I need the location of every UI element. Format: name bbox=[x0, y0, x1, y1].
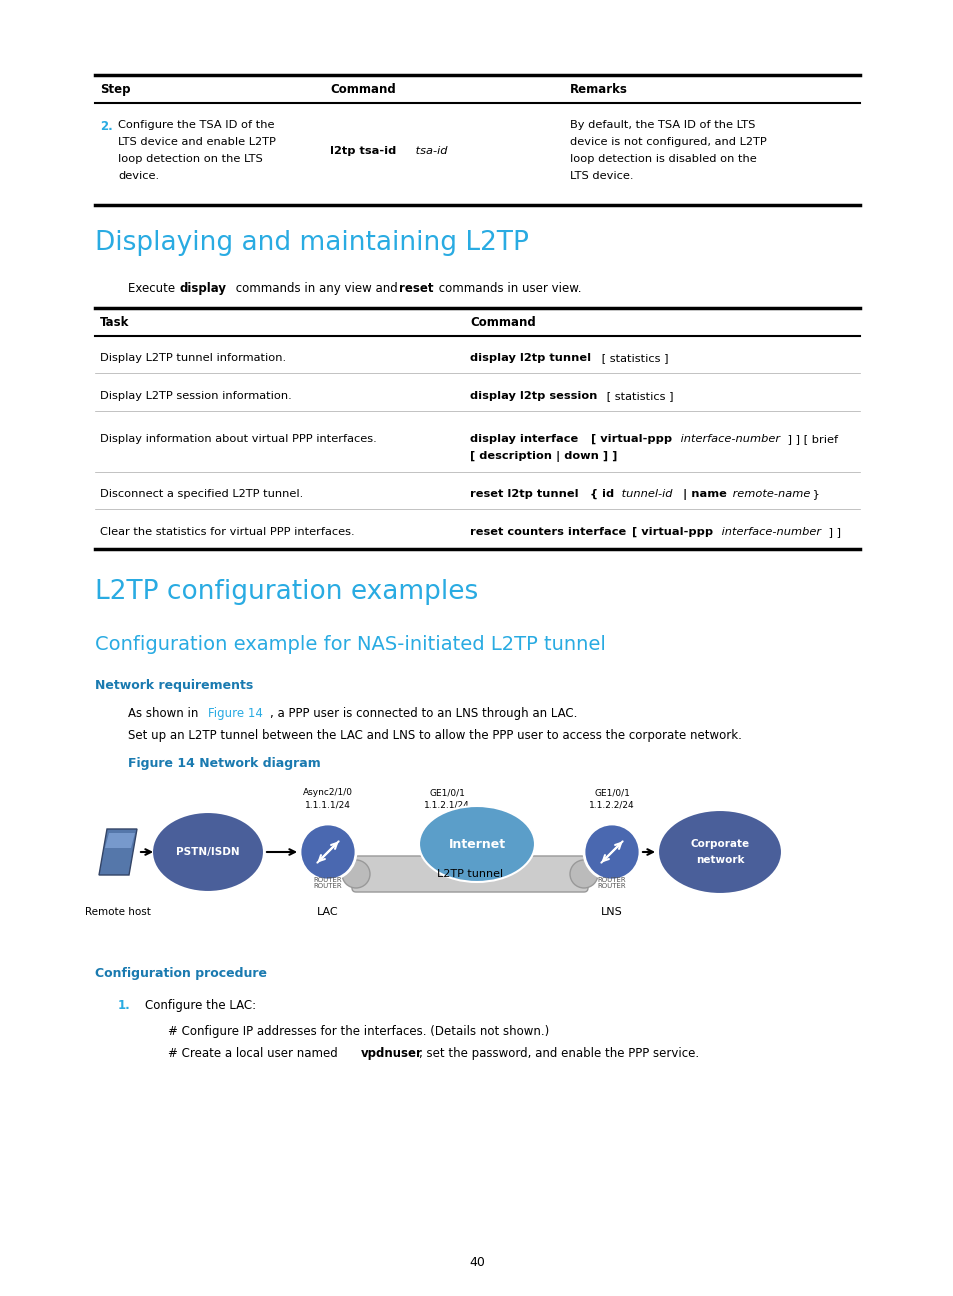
Ellipse shape bbox=[418, 806, 535, 883]
Text: ROUTER: ROUTER bbox=[598, 877, 626, 883]
Text: LAC: LAC bbox=[316, 907, 338, 918]
Text: Command: Command bbox=[330, 83, 395, 96]
Text: tsa-id: tsa-id bbox=[412, 146, 447, 156]
Text: Remarks: Remarks bbox=[569, 83, 627, 96]
Text: loop detection on the LTS: loop detection on the LTS bbox=[118, 154, 262, 165]
Text: Command: Command bbox=[470, 316, 536, 329]
Text: Clear the statistics for virtual PPP interfaces.: Clear the statistics for virtual PPP int… bbox=[100, 527, 355, 537]
Text: Display L2TP tunnel information.: Display L2TP tunnel information. bbox=[100, 353, 286, 363]
Text: interface-number: interface-number bbox=[677, 434, 780, 445]
Text: [ description | down ] ]: [ description | down ] ] bbox=[470, 451, 617, 461]
Text: Internet: Internet bbox=[448, 837, 505, 850]
Text: remote-name: remote-name bbox=[728, 489, 809, 499]
Text: device is not configured, and L2TP: device is not configured, and L2TP bbox=[569, 137, 766, 146]
Text: 40: 40 bbox=[469, 1256, 484, 1269]
Text: 1.1.2.2/24: 1.1.2.2/24 bbox=[589, 801, 634, 810]
Text: L2TP tunnel: L2TP tunnel bbox=[436, 870, 502, 879]
Text: 1.1.2.1/24: 1.1.2.1/24 bbox=[424, 801, 470, 810]
Text: Configure the TSA ID of the: Configure the TSA ID of the bbox=[118, 121, 274, 130]
Text: commands in any view and: commands in any view and bbox=[232, 283, 401, 295]
Text: Remote host: Remote host bbox=[85, 907, 151, 918]
Circle shape bbox=[569, 861, 598, 888]
Text: Displaying and maintaining L2TP: Displaying and maintaining L2TP bbox=[95, 229, 528, 257]
Text: L2TP configuration examples: L2TP configuration examples bbox=[95, 579, 477, 605]
Circle shape bbox=[583, 824, 639, 880]
Text: display l2tp tunnel: display l2tp tunnel bbox=[470, 353, 591, 363]
Text: display: display bbox=[180, 283, 227, 295]
Circle shape bbox=[341, 861, 370, 888]
Text: Async2/1/0: Async2/1/0 bbox=[303, 788, 353, 797]
Text: Display L2TP session information.: Display L2TP session information. bbox=[100, 391, 292, 400]
Text: [ statistics ]: [ statistics ] bbox=[602, 391, 673, 400]
Text: display l2tp session: display l2tp session bbox=[470, 391, 597, 400]
Text: Network requirements: Network requirements bbox=[95, 679, 253, 692]
Text: ] ]: ] ] bbox=[824, 527, 841, 537]
Text: Set up an L2TP tunnel between the LAC and LNS to allow the PPP user to access th: Set up an L2TP tunnel between the LAC an… bbox=[128, 728, 741, 743]
Text: By default, the TSA ID of the LTS: By default, the TSA ID of the LTS bbox=[569, 121, 755, 130]
Text: PSTN/ISDN: PSTN/ISDN bbox=[176, 848, 239, 857]
Text: # Create a local user named: # Create a local user named bbox=[168, 1047, 341, 1060]
Text: ROUTER: ROUTER bbox=[314, 877, 342, 883]
Text: ROUTER: ROUTER bbox=[598, 883, 626, 889]
Text: As shown in: As shown in bbox=[128, 708, 202, 721]
Text: { id: { id bbox=[585, 489, 614, 499]
Text: reset l2tp tunnel: reset l2tp tunnel bbox=[470, 489, 578, 499]
Circle shape bbox=[299, 824, 355, 880]
Text: reset counters interface: reset counters interface bbox=[470, 527, 625, 537]
Text: GE1/0/1: GE1/0/1 bbox=[429, 788, 464, 797]
Ellipse shape bbox=[152, 813, 264, 892]
Text: ] ] [ brief: ] ] [ brief bbox=[783, 434, 838, 445]
Text: Display information about virtual PPP interfaces.: Display information about virtual PPP in… bbox=[100, 434, 376, 445]
Text: Task: Task bbox=[100, 316, 130, 329]
Text: vpdnuser: vpdnuser bbox=[360, 1047, 422, 1060]
Text: interface-number: interface-number bbox=[718, 527, 821, 537]
Text: ROUTER: ROUTER bbox=[314, 883, 342, 889]
Text: 1.1.1.1/24: 1.1.1.1/24 bbox=[305, 801, 351, 810]
Text: 1.: 1. bbox=[118, 999, 131, 1012]
Text: LNS: LNS bbox=[600, 907, 622, 918]
Polygon shape bbox=[105, 833, 135, 848]
Text: Disconnect a specified L2TP tunnel.: Disconnect a specified L2TP tunnel. bbox=[100, 489, 303, 499]
Polygon shape bbox=[99, 829, 137, 875]
Text: Figure 14: Figure 14 bbox=[208, 708, 263, 721]
Text: LTS device.: LTS device. bbox=[569, 171, 633, 181]
Text: , set the password, and enable the PPP service.: , set the password, and enable the PPP s… bbox=[418, 1047, 699, 1060]
Text: LTS device and enable L2TP: LTS device and enable L2TP bbox=[118, 137, 275, 146]
Text: reset: reset bbox=[398, 283, 433, 295]
Text: }: } bbox=[808, 489, 819, 499]
Text: # Configure IP addresses for the interfaces. (Details not shown.): # Configure IP addresses for the interfa… bbox=[168, 1025, 549, 1038]
Text: Configuration example for NAS-initiated L2TP tunnel: Configuration example for NAS-initiated … bbox=[95, 635, 605, 654]
Text: Execute: Execute bbox=[128, 283, 179, 295]
Text: | name: | name bbox=[679, 489, 726, 500]
Text: l2tp tsa-id: l2tp tsa-id bbox=[330, 146, 395, 156]
Ellipse shape bbox=[658, 810, 781, 894]
Text: [ statistics ]: [ statistics ] bbox=[598, 353, 668, 363]
Text: [ virtual-ppp: [ virtual-ppp bbox=[586, 434, 672, 445]
Text: [ virtual-ppp: [ virtual-ppp bbox=[627, 527, 713, 538]
Text: 2.: 2. bbox=[100, 121, 112, 133]
Text: device.: device. bbox=[118, 171, 159, 181]
Text: Figure 14 Network diagram: Figure 14 Network diagram bbox=[128, 757, 320, 770]
Text: display interface: display interface bbox=[470, 434, 578, 445]
Text: network: network bbox=[695, 855, 743, 864]
Text: Step: Step bbox=[100, 83, 131, 96]
Text: loop detection is disabled on the: loop detection is disabled on the bbox=[569, 154, 756, 165]
Text: GE1/0/1: GE1/0/1 bbox=[594, 788, 629, 797]
Text: tunnel-id: tunnel-id bbox=[618, 489, 672, 499]
Text: commands in user view.: commands in user view. bbox=[435, 283, 581, 295]
FancyBboxPatch shape bbox=[352, 855, 587, 892]
Text: Configure the LAC:: Configure the LAC: bbox=[145, 999, 255, 1012]
Text: , a PPP user is connected to an LNS through an LAC.: , a PPP user is connected to an LNS thro… bbox=[270, 708, 577, 721]
Text: Configuration procedure: Configuration procedure bbox=[95, 967, 267, 980]
Text: Corporate: Corporate bbox=[690, 839, 749, 849]
